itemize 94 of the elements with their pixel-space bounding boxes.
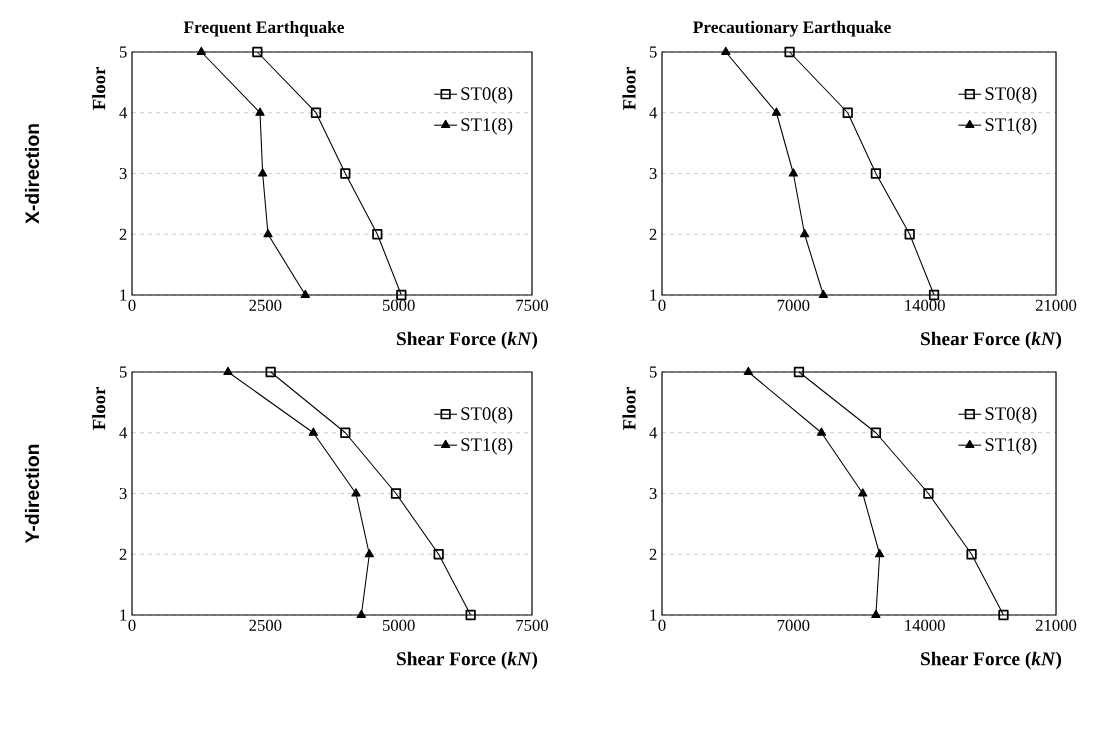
y-tick-label: 4 [119, 427, 128, 439]
point [252, 46, 263, 58]
y-tick-label: 1 [120, 609, 127, 621]
y-tick-label: 5 [649, 46, 657, 58]
point [390, 488, 402, 499]
point [904, 229, 915, 240]
x-tick-label: 21000 [1035, 299, 1077, 311]
y-tick-label: 5 [649, 366, 657, 378]
x-tick-label: 0 [658, 299, 666, 311]
point [816, 427, 827, 436]
x-tick-label: 7500 [516, 299, 549, 311]
y-axis-title: Floor [92, 67, 106, 110]
point [310, 107, 322, 118]
point [793, 366, 805, 378]
x-axis-title: Shear Force (kN) [397, 331, 538, 350]
point [870, 168, 882, 179]
point [998, 609, 1009, 621]
point [799, 228, 810, 238]
legend-label: ST0(8) [985, 86, 1037, 104]
x-tick-label: 2500 [249, 619, 282, 631]
legend-label: ST1(8) [985, 117, 1037, 135]
x-tick-label: 0 [128, 619, 136, 631]
point [356, 609, 367, 618]
point [196, 46, 207, 55]
point [870, 427, 882, 438]
x-axis-title: Shear Force (kN) [921, 331, 1062, 350]
point [364, 548, 375, 558]
chart-title: Precautionary Earthquake [693, 20, 891, 37]
x-tick-label: 5000 [382, 619, 415, 631]
y-tick-label: 5 [119, 366, 127, 378]
point [300, 289, 311, 298]
chart-title: Frequent Earthquake [183, 20, 345, 37]
point [257, 168, 268, 177]
x-tick-label: 21000 [1035, 619, 1077, 631]
point [433, 549, 444, 560]
point [871, 609, 881, 618]
point [858, 488, 868, 497]
y-tick-label: 4 [649, 107, 658, 119]
point [340, 168, 351, 179]
x-tick-label: 0 [658, 619, 666, 631]
point [372, 229, 383, 240]
y-tick-label: 3 [649, 167, 657, 180]
point [265, 366, 276, 378]
y-tick-label: 2 [119, 548, 127, 560]
point [465, 609, 476, 621]
y-tick-label: 1 [650, 609, 657, 621]
legend-label: ST0(8) [461, 86, 513, 104]
y-tick-label: 3 [119, 487, 127, 500]
y-axis-title: Floor [92, 387, 106, 430]
point [784, 46, 795, 58]
x-tick-label: 7000 [777, 299, 810, 311]
x-tick-label: 7000 [777, 619, 810, 631]
text: X-direction [24, 124, 40, 224]
point [263, 228, 273, 238]
x-tick-label: 0 [128, 299, 136, 311]
point [788, 168, 799, 177]
x-tick-label: 5000 [382, 299, 415, 311]
y-tick-label: 1 [120, 289, 127, 301]
y-axis-title: Floor [622, 67, 636, 110]
point [923, 488, 934, 499]
x-tick-label: 2500 [249, 299, 282, 311]
point [743, 366, 754, 375]
point [842, 107, 853, 118]
x-tick-label: 14000 [905, 299, 945, 311]
point [308, 427, 319, 436]
legend-label: ST0(8) [461, 406, 513, 424]
point [721, 46, 731, 55]
y-tick-label: 4 [119, 107, 128, 119]
x-axis-title: Shear Force (kN) [397, 651, 538, 670]
point [255, 107, 265, 116]
legend-label: ST1(8) [461, 117, 513, 135]
text: Y-direction [24, 444, 40, 544]
x-tick-label: 14000 [905, 619, 945, 631]
point [771, 107, 782, 116]
y-tick-label: 1 [650, 289, 657, 301]
legend-label: ST1(8) [985, 437, 1037, 455]
point [874, 548, 885, 558]
legend-label: ST0(8) [985, 406, 1037, 424]
point [340, 427, 351, 438]
legend-label: ST1(8) [461, 437, 513, 455]
x-tick-label: 7500 [516, 619, 549, 631]
y-axis-title: Floor [622, 387, 636, 430]
y-tick-label: 4 [649, 427, 658, 439]
point [966, 549, 977, 560]
point [818, 289, 829, 298]
point [351, 488, 361, 497]
point [223, 366, 233, 375]
y-tick-label: 3 [119, 167, 127, 180]
y-tick-label: 2 [649, 228, 657, 240]
y-tick-label: 5 [119, 46, 127, 58]
y-tick-label: 2 [119, 228, 127, 240]
y-tick-label: 3 [649, 487, 657, 500]
y-tick-label: 2 [649, 548, 657, 560]
x-axis-title: Shear Force (kN) [921, 651, 1062, 670]
